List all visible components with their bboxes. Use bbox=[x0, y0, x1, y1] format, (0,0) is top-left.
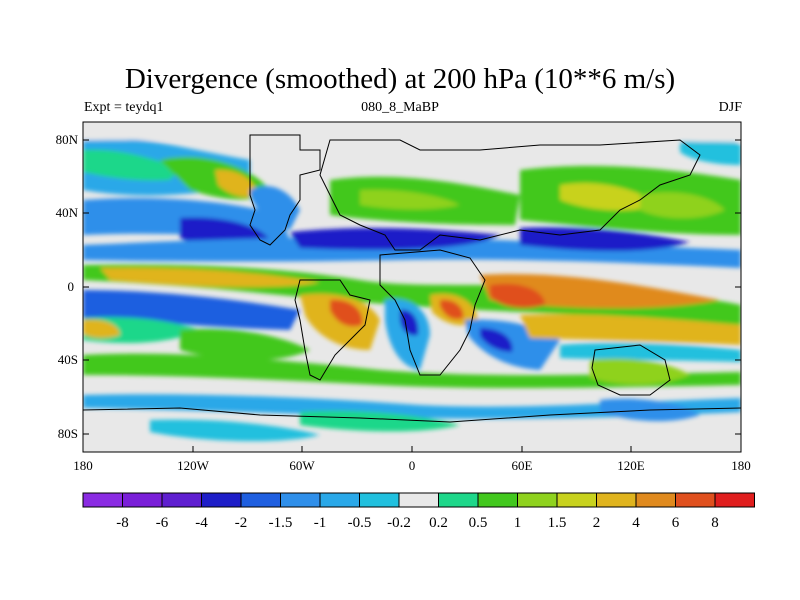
australia-outline bbox=[591, 344, 671, 396]
colorbar bbox=[82, 492, 755, 508]
colorbar-label: 8 bbox=[711, 515, 719, 531]
colorbar-box bbox=[714, 492, 755, 508]
contour-patch bbox=[250, 186, 300, 230]
x-tick-label: 60W bbox=[289, 458, 315, 473]
contour-patch bbox=[215, 169, 258, 197]
x-tick-label: 0 bbox=[409, 458, 416, 473]
contour-patch bbox=[100, 267, 320, 288]
antarctica-outline bbox=[83, 407, 741, 423]
period-label: 080_8_MaBP bbox=[361, 100, 439, 115]
colorbar-box bbox=[280, 492, 321, 508]
colorbar-box bbox=[398, 492, 439, 508]
contour-patch bbox=[300, 410, 460, 432]
contour-patch bbox=[83, 149, 180, 181]
colorbar-label: -0.2 bbox=[387, 515, 411, 531]
contour-patch bbox=[83, 132, 741, 142]
contour-patch bbox=[440, 299, 464, 320]
colorbar-box bbox=[517, 492, 558, 508]
colorbar-box bbox=[319, 492, 360, 508]
x-tick-label: 180 bbox=[73, 458, 93, 473]
contour-patch bbox=[560, 182, 660, 211]
colorbar-box bbox=[161, 492, 202, 508]
colorbar-box bbox=[201, 492, 242, 508]
contour-patch bbox=[480, 328, 513, 352]
y-axis-ticks bbox=[83, 139, 741, 435]
contour-patch bbox=[83, 353, 741, 389]
colorbar-label: -6 bbox=[156, 515, 169, 531]
colorbar-box bbox=[122, 492, 163, 508]
x-tick-label: 60E bbox=[512, 458, 533, 473]
colorbar-label: -8 bbox=[116, 515, 129, 531]
colorbar-label: 0.2 bbox=[429, 515, 448, 531]
colorbar-label: 0.5 bbox=[469, 515, 488, 531]
north-america-outline bbox=[249, 134, 321, 246]
contour-patch bbox=[520, 227, 690, 251]
y-tick-label: 40N bbox=[56, 205, 79, 220]
eurasia-outline bbox=[319, 139, 701, 251]
x-axis-ticks bbox=[82, 446, 742, 452]
colorbar-label: 1 bbox=[514, 515, 522, 531]
colorbar-box bbox=[556, 492, 597, 508]
y-tick-label: 40S bbox=[58, 352, 78, 367]
x-tick-label: 120W bbox=[177, 458, 210, 473]
contour-patch bbox=[150, 419, 320, 442]
colorbar-box bbox=[240, 492, 281, 508]
contour-patch bbox=[680, 137, 741, 165]
x-tick-label: 120E bbox=[617, 458, 645, 473]
contour-patch bbox=[590, 358, 690, 385]
colorbar-label: -2 bbox=[235, 515, 248, 531]
colorbar-label: 6 bbox=[672, 515, 680, 531]
colorbar-label: 2 bbox=[593, 515, 601, 531]
colorbar-box bbox=[359, 492, 400, 508]
divergence-field bbox=[83, 122, 741, 452]
south-america-outline bbox=[294, 279, 371, 381]
colorbar-box bbox=[82, 492, 123, 508]
contour-patch bbox=[360, 189, 460, 210]
colorbar-box bbox=[438, 492, 479, 508]
contour-patch bbox=[290, 228, 500, 250]
colorbar-labels: -8 -6 -4 -2 -1.5 -1 -0.5 -0.2 0.2 0.5 1 1.5 2 4 6 8 bbox=[116, 515, 719, 531]
contour-patch bbox=[400, 309, 419, 336]
colorbar-label: -0.5 bbox=[348, 515, 372, 531]
land-outlines bbox=[83, 134, 741, 423]
contour-patch bbox=[490, 283, 545, 308]
contour-patch bbox=[330, 299, 363, 327]
y-tick-label: 0 bbox=[68, 279, 75, 294]
colorbar-label: -1 bbox=[314, 515, 327, 531]
y-tick-label: 80S bbox=[58, 426, 78, 441]
contour-patch bbox=[83, 319, 120, 338]
contour-patch bbox=[180, 328, 310, 361]
contour-patch bbox=[640, 192, 725, 219]
colorbar-box bbox=[477, 492, 518, 508]
africa-outline bbox=[379, 249, 486, 376]
colorbar-label: 4 bbox=[632, 515, 640, 531]
colorbar-box bbox=[635, 492, 676, 508]
y-tick-label: 80N bbox=[56, 132, 79, 147]
colorbar-label: -1.5 bbox=[269, 515, 293, 531]
colorbar-box bbox=[596, 492, 637, 508]
contour-patch bbox=[83, 394, 741, 419]
experiment-label: Expt = teydq1 bbox=[84, 100, 164, 115]
plot-title: Divergence (smoothed) at 200 hPa (10**6 … bbox=[124, 63, 676, 95]
colorbar-label: 1.5 bbox=[548, 515, 567, 531]
season-label: DJF bbox=[718, 100, 742, 115]
contour-patch bbox=[560, 342, 741, 362]
x-tick-label: 180 bbox=[731, 458, 751, 473]
colorbar-label: -4 bbox=[195, 515, 208, 531]
colorbar-box bbox=[675, 492, 716, 508]
contour-patch bbox=[520, 314, 741, 345]
